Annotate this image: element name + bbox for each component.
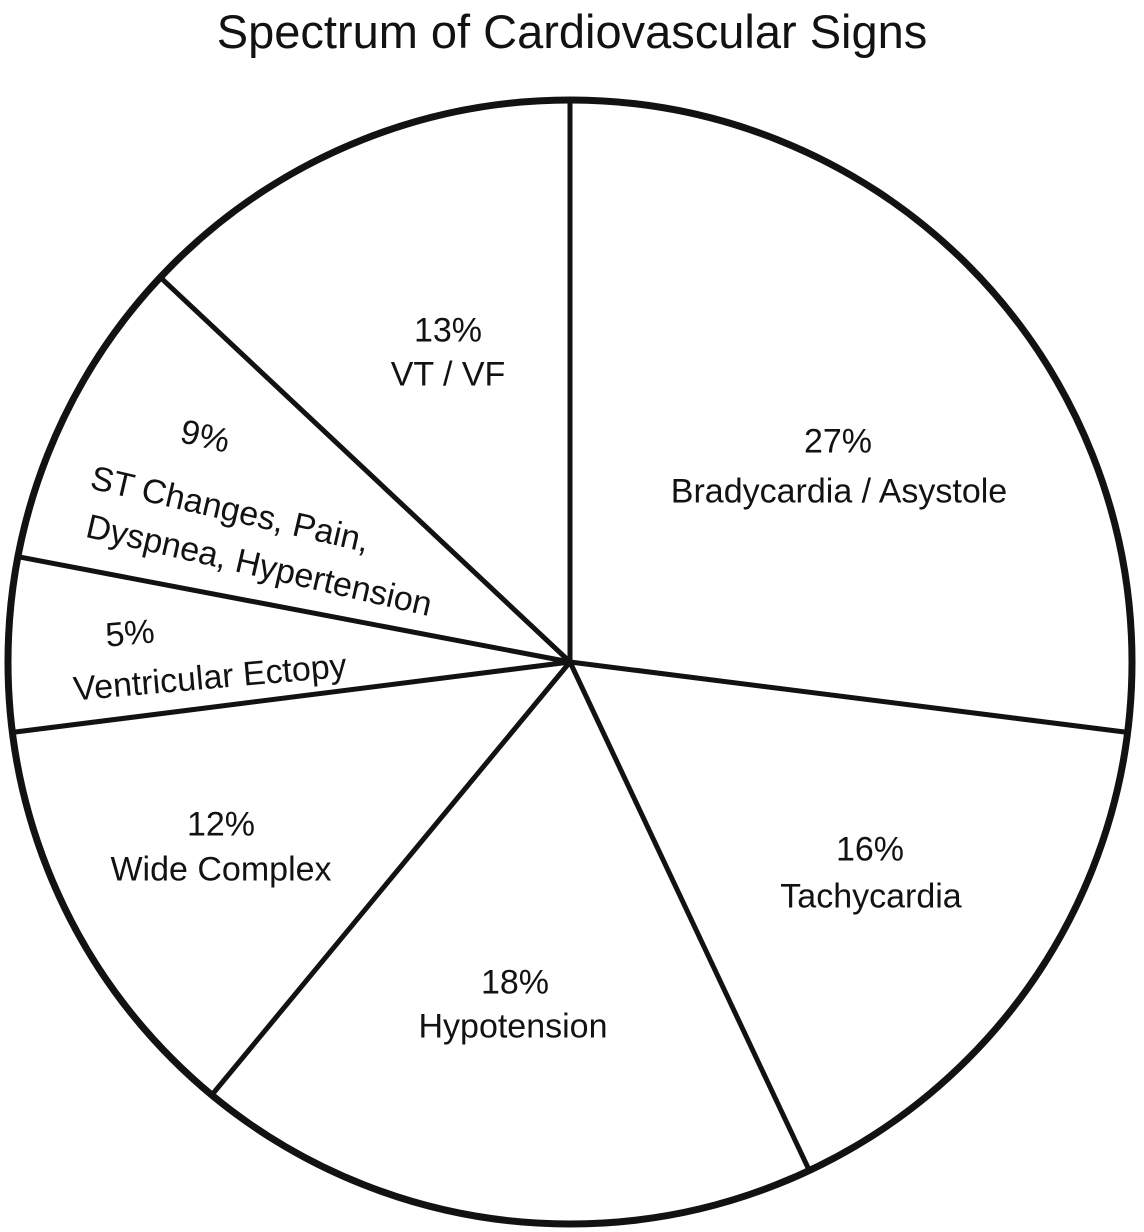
chart-title: Spectrum of Cardiovascular Signs — [216, 5, 928, 58]
slice-divider — [158, 275, 572, 664]
slice-divider — [569, 659, 1128, 735]
slice-label-tachycardia: Tachycardia — [780, 877, 962, 916]
slice-percent-hypotension: 18% — [480, 963, 550, 1002]
slice-percent-wide-complex: 12% — [186, 805, 256, 844]
slice-divider — [17, 554, 571, 665]
slice-percent-tachycardia: 16% — [835, 830, 905, 869]
slice-label-bradycardia-asystole: Bradycardia / Asystole — [670, 472, 1008, 511]
slice-percent-ventricular-ectopy: 5% — [103, 612, 157, 655]
slice-percent-vt-vf: 13% — [413, 311, 483, 350]
slice-label-hypotension: Hypotension — [418, 1007, 608, 1046]
pie-dividers — [12, 100, 1128, 1172]
slice-label-wide-complex: Wide Complex — [110, 850, 332, 889]
slice-percent-bradycardia-asystole: 27% — [803, 422, 873, 461]
slice-label-vt-vf: VT / VF — [390, 355, 506, 394]
slice-divider — [12, 659, 571, 735]
slice-divider — [567, 660, 812, 1172]
slice-divider — [209, 660, 572, 1097]
